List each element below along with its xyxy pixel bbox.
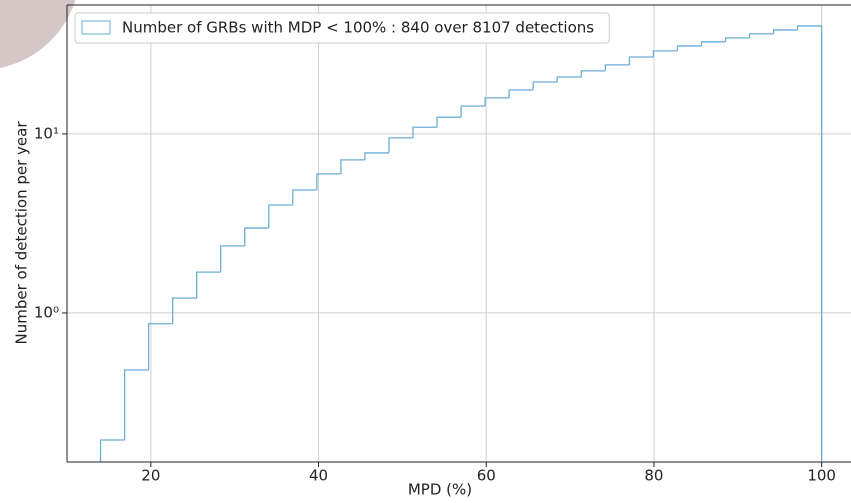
histogram-step xyxy=(220,245,245,273)
x-tick-label: 20 xyxy=(141,467,160,485)
histogram-step xyxy=(99,439,125,462)
histogram-step xyxy=(436,116,462,128)
x-tick-label: 60 xyxy=(477,467,496,485)
histogram-step xyxy=(484,97,510,107)
x-tick-label: 80 xyxy=(644,467,663,485)
histogram-step xyxy=(508,89,534,98)
histogram-step xyxy=(604,64,630,71)
histogram-step xyxy=(244,227,269,246)
legend-swatch xyxy=(81,20,111,35)
histogram-step xyxy=(724,37,750,42)
histogram-step xyxy=(268,204,293,229)
histogram-step xyxy=(316,173,341,191)
histogram-step xyxy=(172,297,197,324)
histogram-step xyxy=(700,41,726,46)
y-tick-label: 10⁰ xyxy=(34,303,59,321)
x-axis-label: MPD (%) xyxy=(408,481,472,499)
histogram-step xyxy=(196,271,221,299)
histogram-step xyxy=(292,189,317,205)
histogram-step xyxy=(628,56,654,65)
histogram-step xyxy=(147,323,173,370)
y-axis-label: Number of detection per year xyxy=(13,121,31,345)
x-tick-label: 100 xyxy=(807,467,836,485)
histogram-step xyxy=(556,76,582,82)
histogram-step xyxy=(412,126,438,138)
histogram-step xyxy=(748,33,774,38)
y-tick-label: 10¹ xyxy=(34,124,59,142)
decoration xyxy=(0,0,76,68)
histogram-step xyxy=(796,25,823,462)
histogram-step xyxy=(388,137,414,153)
x-tick-label: 40 xyxy=(309,467,328,485)
histogram-step xyxy=(364,152,389,160)
histogram-step xyxy=(652,50,678,57)
histogram-step xyxy=(772,29,798,34)
histogram-step xyxy=(676,45,702,51)
histogram-step xyxy=(532,81,558,90)
histogram-step xyxy=(340,159,365,174)
histogram-step xyxy=(123,369,149,441)
legend-label: Number of GRBs with MDP < 100% : 840 ove… xyxy=(122,19,594,37)
histogram-step xyxy=(580,70,606,77)
legend-box xyxy=(74,12,610,44)
histogram-step xyxy=(460,105,486,118)
